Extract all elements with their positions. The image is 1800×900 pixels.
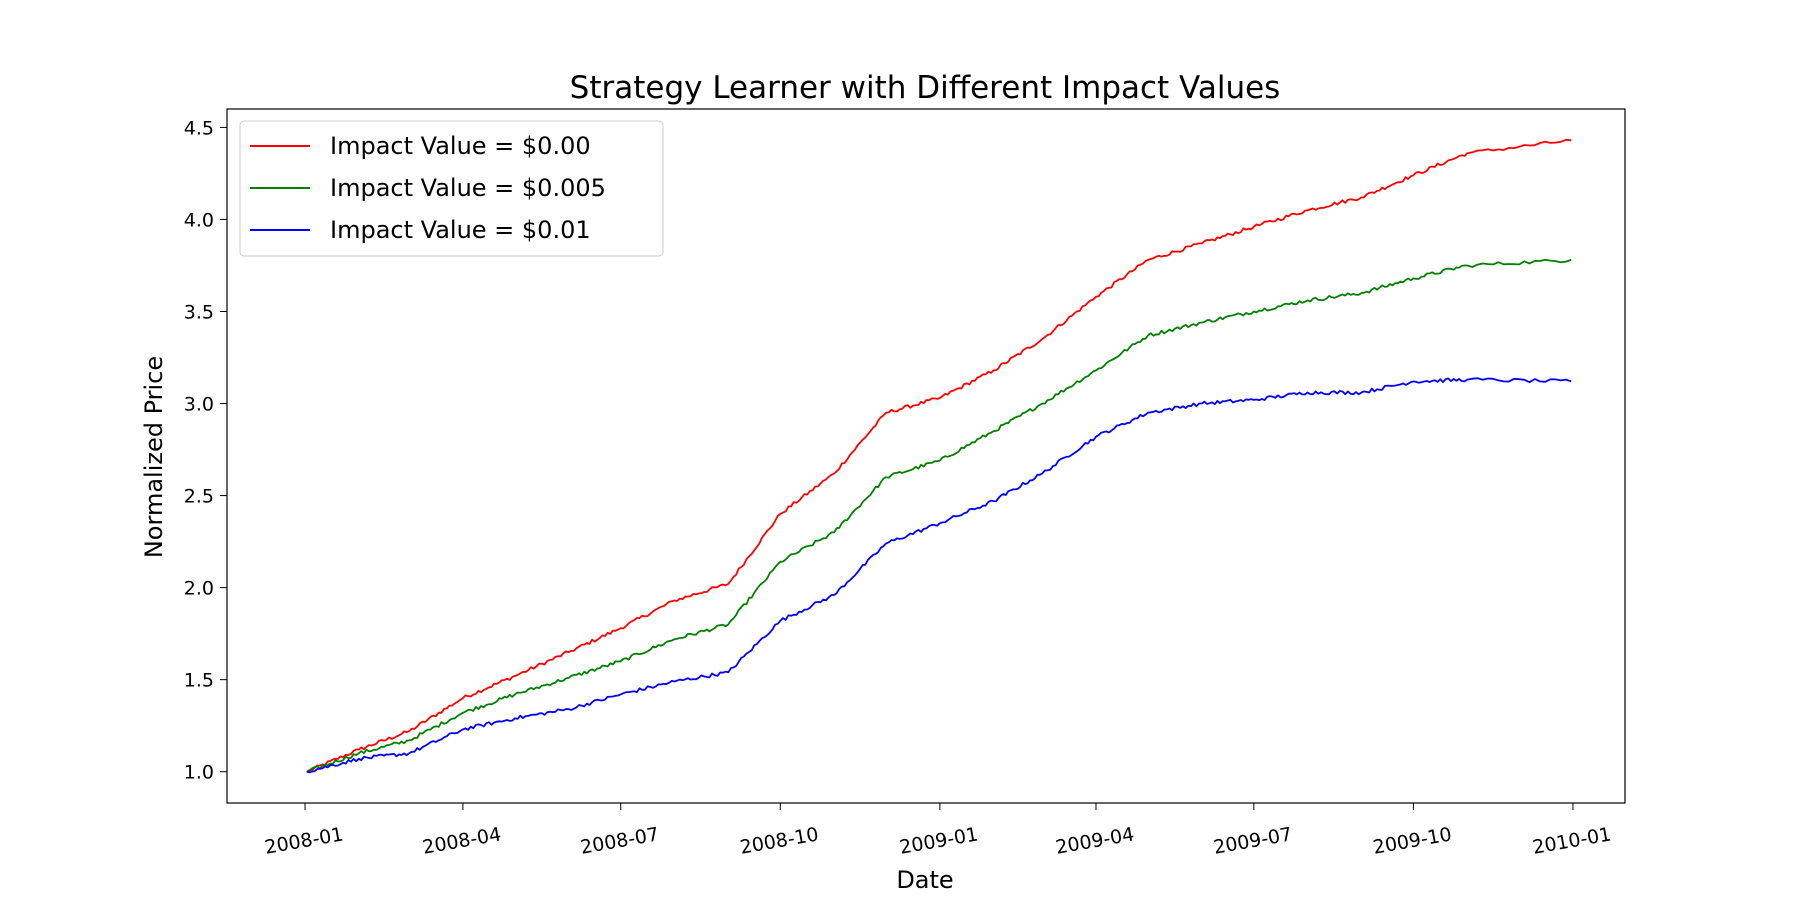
chart-title: Strategy Learner with Different Impact V… bbox=[570, 70, 1281, 106]
legend-label-impact-0005: Impact Value = $0.005 bbox=[330, 174, 606, 202]
legend: Impact Value = $0.00 Impact Value = $0.0… bbox=[239, 120, 664, 257]
legend-frame bbox=[239, 120, 664, 257]
y-tick-label-4.0: 4.0 bbox=[184, 209, 214, 231]
x-tick-label-2008-01: 2008-01 bbox=[263, 823, 345, 858]
series-line-impact-value-0-005 bbox=[306, 258, 1572, 773]
y-tick-label-3.5: 3.5 bbox=[184, 301, 214, 323]
legend-label-impact-0: Impact Value = $0.00 bbox=[330, 132, 591, 160]
legend-label-impact-001: Impact Value = $0.01 bbox=[330, 216, 591, 244]
y-tick-label-4.5: 4.5 bbox=[184, 117, 214, 139]
x-tick-label-2008-07: 2008-07 bbox=[579, 823, 661, 858]
y-tick-label-1.0: 1.0 bbox=[184, 762, 214, 784]
series-line-impact-value-0-01 bbox=[306, 377, 1572, 774]
y-axis-title: Normalized Price bbox=[140, 356, 168, 558]
y-axis: 1.0 1.5 2.0 2.5 3.0 3.5 4.0 4.5 bbox=[184, 117, 227, 784]
x-tick-label-2009-04: 2009-04 bbox=[1054, 823, 1136, 858]
y-tick-label-2.5: 2.5 bbox=[184, 486, 214, 508]
x-axis: 2008-01 2008-04 2008-07 2008-10 2009-01 2009-… bbox=[263, 803, 1613, 859]
x-tick-label-2009-01: 2009-01 bbox=[898, 823, 980, 858]
y-tick-label-2.0: 2.0 bbox=[184, 578, 214, 600]
x-axis-title: Date bbox=[896, 866, 953, 894]
x-tick-label-2010-01: 2010-01 bbox=[1531, 823, 1613, 858]
x-tick-label-2009-10: 2009-10 bbox=[1371, 823, 1453, 858]
x-tick-label-2008-10: 2008-10 bbox=[738, 823, 820, 858]
y-tick-label-3.0: 3.0 bbox=[184, 394, 214, 416]
y-tick-label-1.5: 1.5 bbox=[184, 670, 214, 692]
series-layer bbox=[306, 138, 1572, 774]
x-tick-label-2008-04: 2008-04 bbox=[421, 823, 503, 858]
series-line-impact-value-0-00 bbox=[306, 138, 1572, 773]
plot-area-frame bbox=[226, 108, 1626, 804]
x-tick-label-2009-07: 2009-07 bbox=[1212, 823, 1294, 858]
